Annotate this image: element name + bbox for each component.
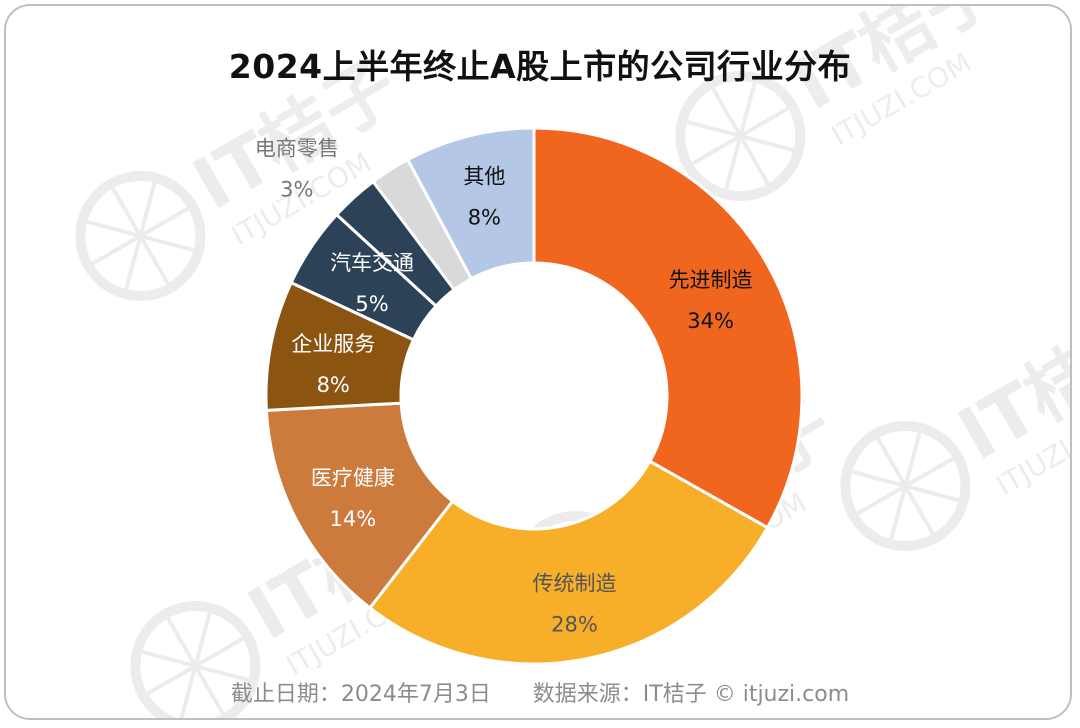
slice-2 xyxy=(264,401,455,610)
slice-value-label: 8% xyxy=(468,206,501,230)
slice-6 xyxy=(405,126,536,281)
slice-category-label: 汽车交通 xyxy=(330,251,414,275)
slice-value-label: 8% xyxy=(317,373,350,397)
labels-layer: 先进制造 34% 传统制造 28% 医疗健康 14% 企业服务 8% 汽车交通 5% 电商零售 3% 其… xyxy=(255,136,753,636)
slice-category-label: 医疗健康 xyxy=(311,466,395,490)
slice-1 xyxy=(367,459,770,666)
footer: 截止日期：2024年7月3日 数据来源：IT桔子 © itjuzi.com xyxy=(6,676,1070,708)
slice-value-label: 5% xyxy=(355,292,388,316)
slice-category-label: 其他 xyxy=(463,165,505,189)
slice-0 xyxy=(532,126,804,530)
slice-category-label: 企业服务 xyxy=(291,332,375,356)
slice-value-label: 14% xyxy=(330,507,377,531)
slice-value-label: 34% xyxy=(687,309,734,333)
slice-value-label: 28% xyxy=(551,612,598,636)
chart-title: 2024上半年终止A股上市的公司行业分布 xyxy=(228,47,852,86)
footer-date: 截止日期：2024年7月3日 xyxy=(230,682,491,707)
slice-category-label: 电商零售 xyxy=(255,136,339,160)
slice-value-label: 3% xyxy=(280,177,313,201)
chart-card: IT桔子 ITJUZI.COM IT桔子 ITJUZI.COM IT桔子 ITJUZI.C… xyxy=(4,4,1072,720)
slice-category-label: 传统制造 xyxy=(532,571,616,595)
slice-category-label: 先进制造 xyxy=(669,268,753,292)
slices-layer xyxy=(264,126,804,666)
footer-source: 数据来源：IT桔子 © itjuzi.com xyxy=(532,682,850,707)
donut-chart: IT桔子ITJUZI.COMIT桔子ITJUZI.COMIT桔子ITJUZI.C… xyxy=(75,6,1070,718)
